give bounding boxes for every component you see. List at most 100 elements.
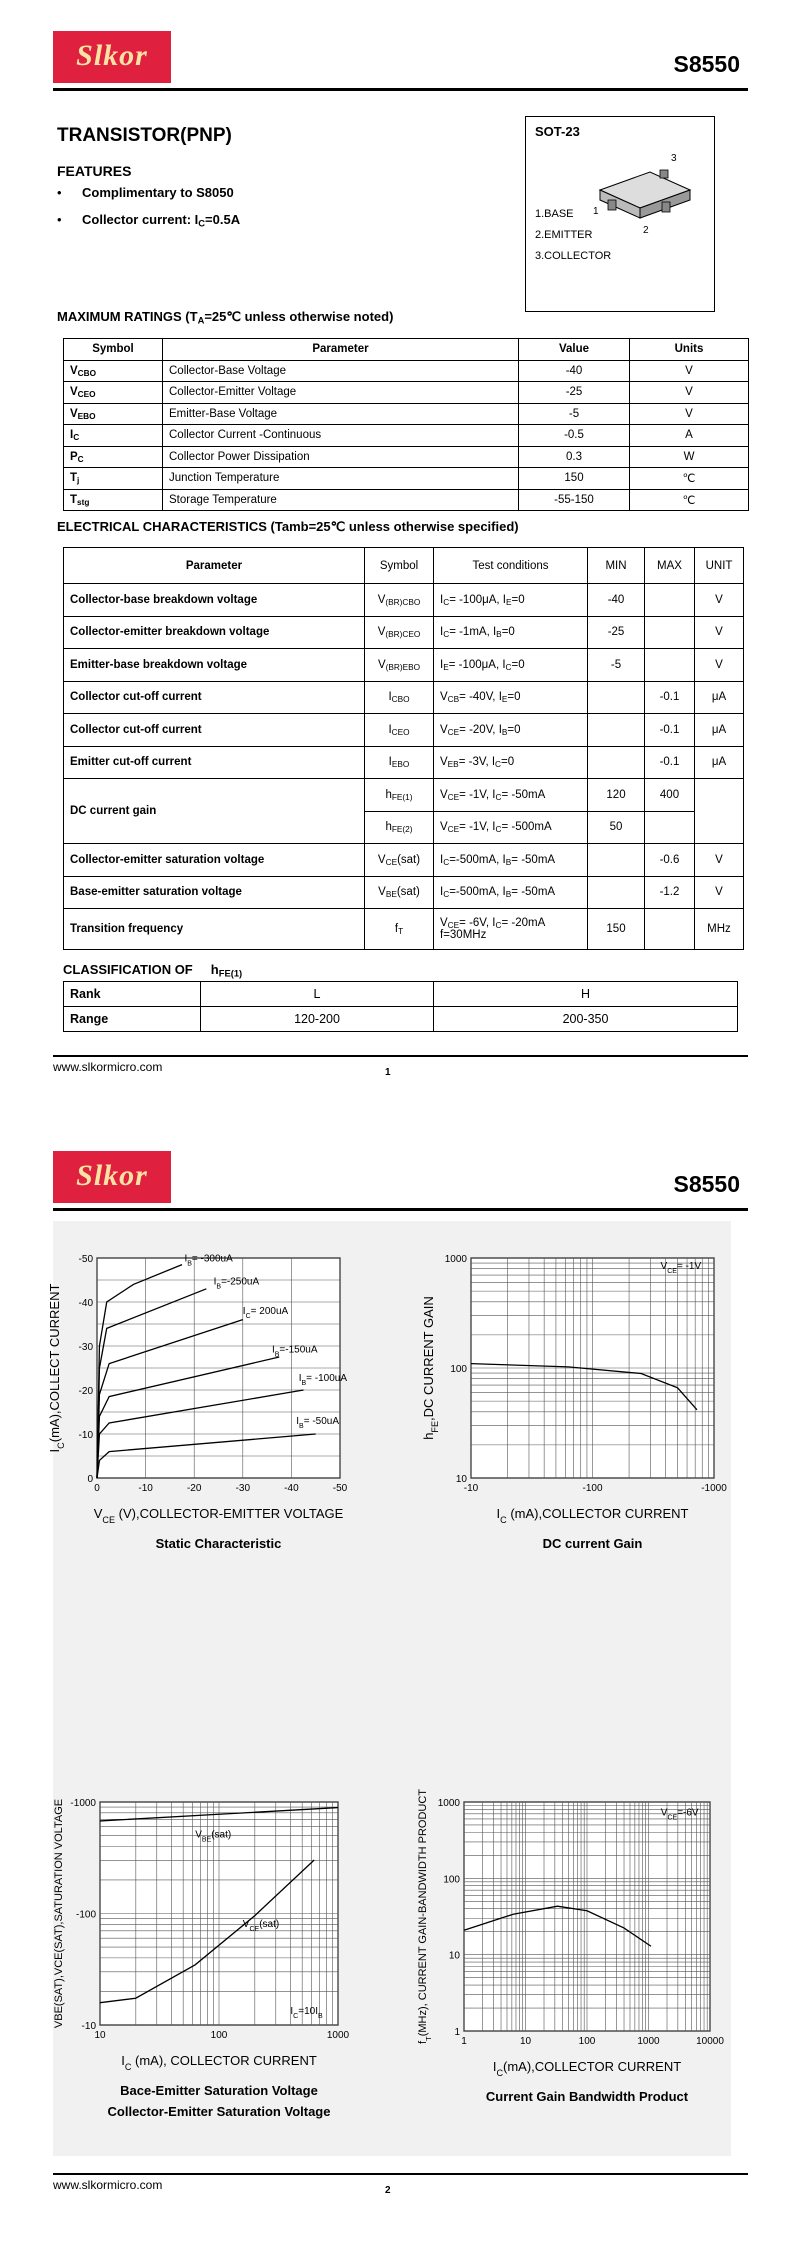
subscript: C bbox=[505, 662, 512, 672]
bullet: • bbox=[57, 212, 62, 227]
x-tick-label: -10 bbox=[464, 1483, 479, 1494]
subscript: C bbox=[293, 2012, 298, 2019]
text-run: V bbox=[440, 691, 448, 704]
part-number: S8550 bbox=[673, 1171, 740, 1197]
text-run: =-6V bbox=[677, 1808, 699, 1819]
text-run: V bbox=[377, 626, 386, 639]
curve bbox=[96, 1433, 316, 1479]
text-run: Complimentary to S8050 bbox=[82, 185, 234, 200]
table-cell: L bbox=[200, 981, 434, 1007]
table-cell: VCE= -1V, IC= -500mA bbox=[433, 810, 588, 844]
subscript: CBO bbox=[77, 368, 97, 378]
text-run: = -500mA bbox=[501, 821, 552, 834]
footer-url: www.slkormicro.com bbox=[53, 2178, 163, 2192]
table-cell: Junction Temperature bbox=[162, 467, 519, 490]
subscript: E bbox=[443, 662, 449, 672]
subscript: j bbox=[77, 476, 80, 486]
table-row: Emitter cut-off current IEBO VEB= -3V, IC=… bbox=[63, 745, 744, 779]
table-row: VCEO Collector-Emitter Voltage -25 V bbox=[63, 381, 749, 404]
table-cell: VCB= -40V, IE=0 bbox=[433, 680, 588, 714]
x-tick-label: 100 bbox=[211, 2030, 228, 2041]
table-cell: Base-emitter saturation voltage bbox=[63, 875, 365, 909]
table-cell: Collector Power Dissipation bbox=[162, 445, 519, 468]
text-run: I bbox=[388, 723, 392, 736]
subscript: FE(1) bbox=[391, 792, 413, 802]
curve-label: IB=-250uA bbox=[214, 1276, 260, 1290]
x-tick-label: 100 bbox=[579, 2036, 596, 2047]
subscript: B bbox=[501, 727, 508, 737]
subscript: CE bbox=[447, 727, 460, 737]
text-run: V bbox=[70, 364, 78, 377]
subscript: B bbox=[496, 630, 502, 640]
text-run: I bbox=[497, 1506, 501, 1521]
subscript: CE bbox=[667, 1268, 677, 1275]
subscript: stg bbox=[77, 497, 90, 507]
text-run: (MHz), CURRENT GAIN-BANDWIDTH PRODUCT bbox=[417, 1789, 429, 2037]
subscript: FE(2) bbox=[391, 825, 413, 835]
text-run: I bbox=[440, 658, 444, 671]
text-run: I bbox=[440, 853, 444, 866]
subscript: CE bbox=[667, 1814, 677, 1821]
text-run: V bbox=[440, 917, 448, 929]
text-run: I bbox=[121, 2053, 125, 2068]
table-cell: DC current gain bbox=[63, 778, 365, 844]
x-tick-label: 10000 bbox=[696, 2036, 724, 2047]
table-cell: -1.2 bbox=[644, 875, 695, 909]
pin-label: 2.EMITTER bbox=[535, 229, 593, 241]
x-tick-label: 1000 bbox=[327, 2030, 350, 2041]
table-cell: fT bbox=[364, 908, 434, 950]
subscript: (BR)CBO bbox=[385, 597, 421, 607]
text-run: V bbox=[440, 723, 448, 736]
table-cell: Collector cut-off current bbox=[63, 680, 365, 714]
text-run: T bbox=[70, 472, 78, 485]
table-row: Collector-base breakdown voltage V(BR)CBO… bbox=[63, 583, 744, 617]
y-tick-label: -10 bbox=[79, 1430, 94, 1441]
text-run: = -1mA, I bbox=[449, 626, 497, 639]
text-run: P bbox=[70, 450, 78, 463]
text-run: I bbox=[70, 429, 74, 442]
table-cell: MIN bbox=[587, 547, 645, 584]
text-run: I bbox=[388, 756, 392, 769]
device-title: TRANSISTOR(PNP) bbox=[57, 125, 232, 146]
curve-label: IB= -100uA bbox=[299, 1373, 348, 1387]
x-tick-label: 10 bbox=[520, 2036, 532, 2047]
table-cell: 150 bbox=[518, 467, 630, 490]
table-body: Parameter Symbol Test conditions MIN MAX UNIT… bbox=[63, 547, 744, 950]
table-cell: -0.5 bbox=[518, 424, 630, 447]
classification-table: Rank L H Range 120-200 200-350 bbox=[63, 981, 738, 1032]
table-cell: -0.1 bbox=[644, 745, 695, 779]
subscript: CEO bbox=[77, 390, 96, 400]
table-cell: Collector cut-off current bbox=[63, 713, 365, 747]
x-tick-label: 1 bbox=[461, 2036, 467, 2047]
text-run: I bbox=[296, 1416, 299, 1427]
table-cell: PC bbox=[63, 445, 163, 468]
text-run: V bbox=[195, 1830, 202, 1841]
pin-label: 3.COLLECTOR bbox=[535, 250, 612, 262]
subscript: C bbox=[443, 630, 450, 640]
subscript: (BR)EBO bbox=[385, 662, 421, 672]
chart-caption: Current Gain Bandwidth Product bbox=[486, 2089, 689, 2104]
table-cell: V bbox=[694, 583, 744, 617]
table-cell: H bbox=[433, 981, 738, 1007]
table-cell: μA bbox=[694, 713, 744, 747]
subscript: C bbox=[77, 454, 84, 464]
table-row: IC Collector Current -Continuous -0.5 A bbox=[63, 424, 749, 447]
subscript: CE bbox=[249, 1925, 259, 1932]
header-row: Symbol Parameter Value Units bbox=[63, 338, 749, 361]
text-run: I bbox=[440, 886, 444, 899]
text-run: V bbox=[440, 756, 448, 769]
table-row: DC current gain hFE(1) VCE= -1V, IC= -50mA… bbox=[63, 778, 744, 844]
x-tick-label: -40 bbox=[284, 1483, 299, 1494]
table-cell: IEBO bbox=[364, 745, 434, 779]
table-cell: 120 bbox=[587, 778, 645, 812]
text-run: V bbox=[377, 853, 386, 866]
bullet: • bbox=[57, 185, 62, 200]
table-cell: Emitter cut-off current bbox=[63, 745, 365, 779]
text-run: h bbox=[385, 788, 392, 801]
subscript: FE bbox=[430, 1421, 440, 1433]
text-run: =-250uA bbox=[221, 1276, 259, 1287]
subscript: CE bbox=[447, 825, 460, 835]
table-cell bbox=[587, 713, 645, 747]
table-cell: V bbox=[694, 648, 744, 682]
table-cell: Range bbox=[63, 1006, 201, 1032]
